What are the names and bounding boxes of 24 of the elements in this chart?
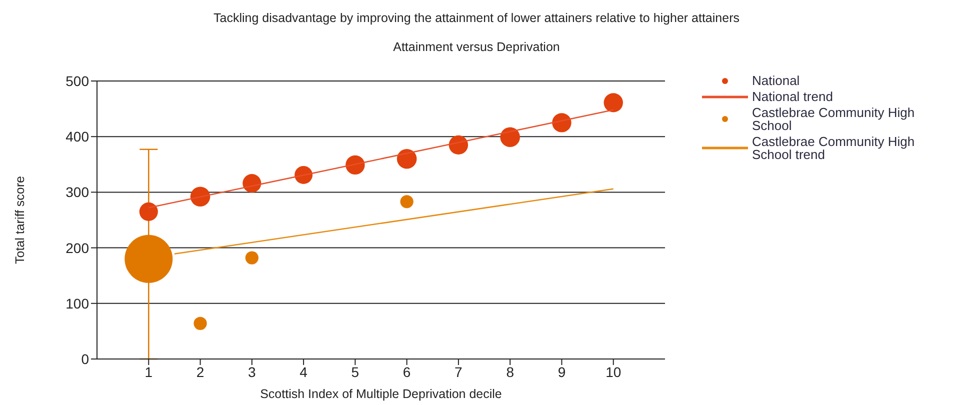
y-tick-label: 400 [66, 128, 90, 145]
legend-label: National [752, 73, 800, 88]
x-tick-label: 8 [506, 364, 514, 380]
y-axis-title: Total tariff score [13, 176, 27, 264]
x-tick-label: 9 [558, 364, 566, 380]
y-tick-label: 100 [66, 295, 90, 312]
x-tick-label: 1 [144, 364, 153, 380]
x-tick-label: 4 [300, 364, 308, 380]
x-tick-label: 3 [248, 364, 256, 380]
chart-subtitle: Attainment versus Deprivation [393, 40, 560, 54]
legend-label: Castlebrae Community High School [752, 105, 915, 133]
y-tick-label: 200 [66, 240, 90, 256]
x-axis-title: Scottish Index of Multiple Deprivation decile [260, 387, 502, 401]
y-tick-label: 0 [81, 350, 90, 367]
y-tick-label: 500 [66, 72, 90, 89]
x-tick-label: 7 [454, 364, 463, 380]
x-tick-label: 5 [351, 364, 360, 380]
x-tick-label: 10 [606, 364, 622, 380]
x-tick-label: 6 [402, 364, 411, 380]
y-tick-label: 300 [66, 184, 90, 200]
legend-label: Castlebrae Community High School trend [752, 134, 915, 162]
chart-title: Tackling disadvantage by improving the attainment of lower attainers relative to higher attainers [214, 11, 740, 25]
x-tick-label: 2 [196, 364, 204, 380]
legend-label: National trend [752, 89, 833, 104]
